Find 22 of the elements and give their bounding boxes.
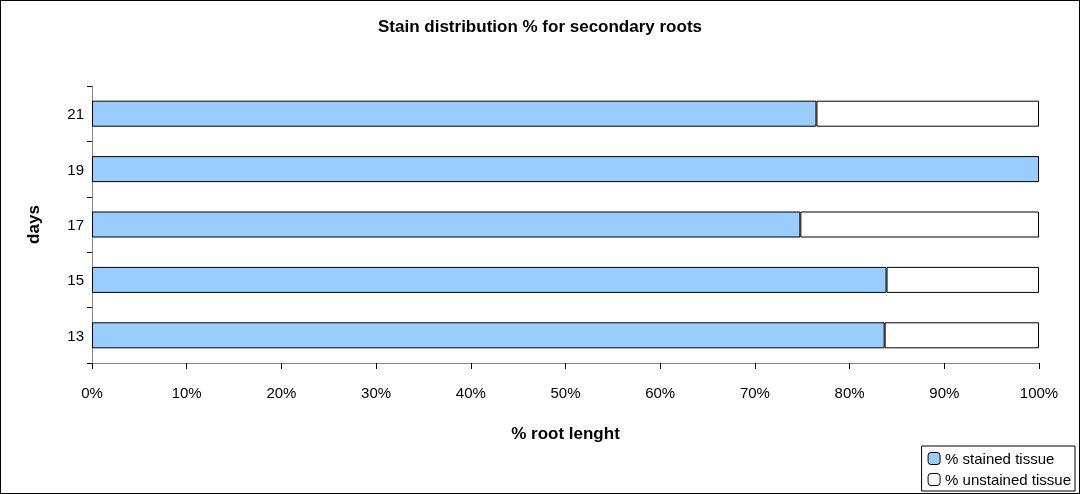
y-tick-label: 13: [67, 326, 84, 344]
y-axis-title: days: [24, 205, 43, 244]
y-tick-label: 15: [67, 271, 84, 289]
y-tick-label: 17: [67, 216, 84, 233]
x-tick-label: 80%: [834, 384, 865, 401]
x-tick-label: 20%: [266, 384, 297, 401]
y-tick-label: 21: [67, 105, 84, 123]
y-tick-label: 19: [67, 160, 84, 178]
bar: [92, 156, 1039, 183]
x-tick-label: 60%: [645, 384, 676, 401]
x-tick-label: 70%: [739, 384, 770, 401]
legend-label: % unstained tissue: [945, 471, 1072, 488]
x-tick-label: 0%: [81, 384, 103, 401]
x-tick-label: 100%: [1019, 384, 1059, 401]
x-tick-label: 40%: [455, 384, 486, 401]
x-tick-label: 10%: [171, 384, 202, 401]
chart-title: Stain distribution % for secondary roots: [378, 17, 702, 36]
x-tick-label: 90%: [929, 384, 960, 401]
x-tick-label: 30%: [361, 384, 392, 401]
x-tick-label: 50%: [550, 384, 581, 401]
x-axis-title: % root lenght: [511, 424, 621, 443]
legend-label: % stained tissue: [945, 450, 1055, 467]
